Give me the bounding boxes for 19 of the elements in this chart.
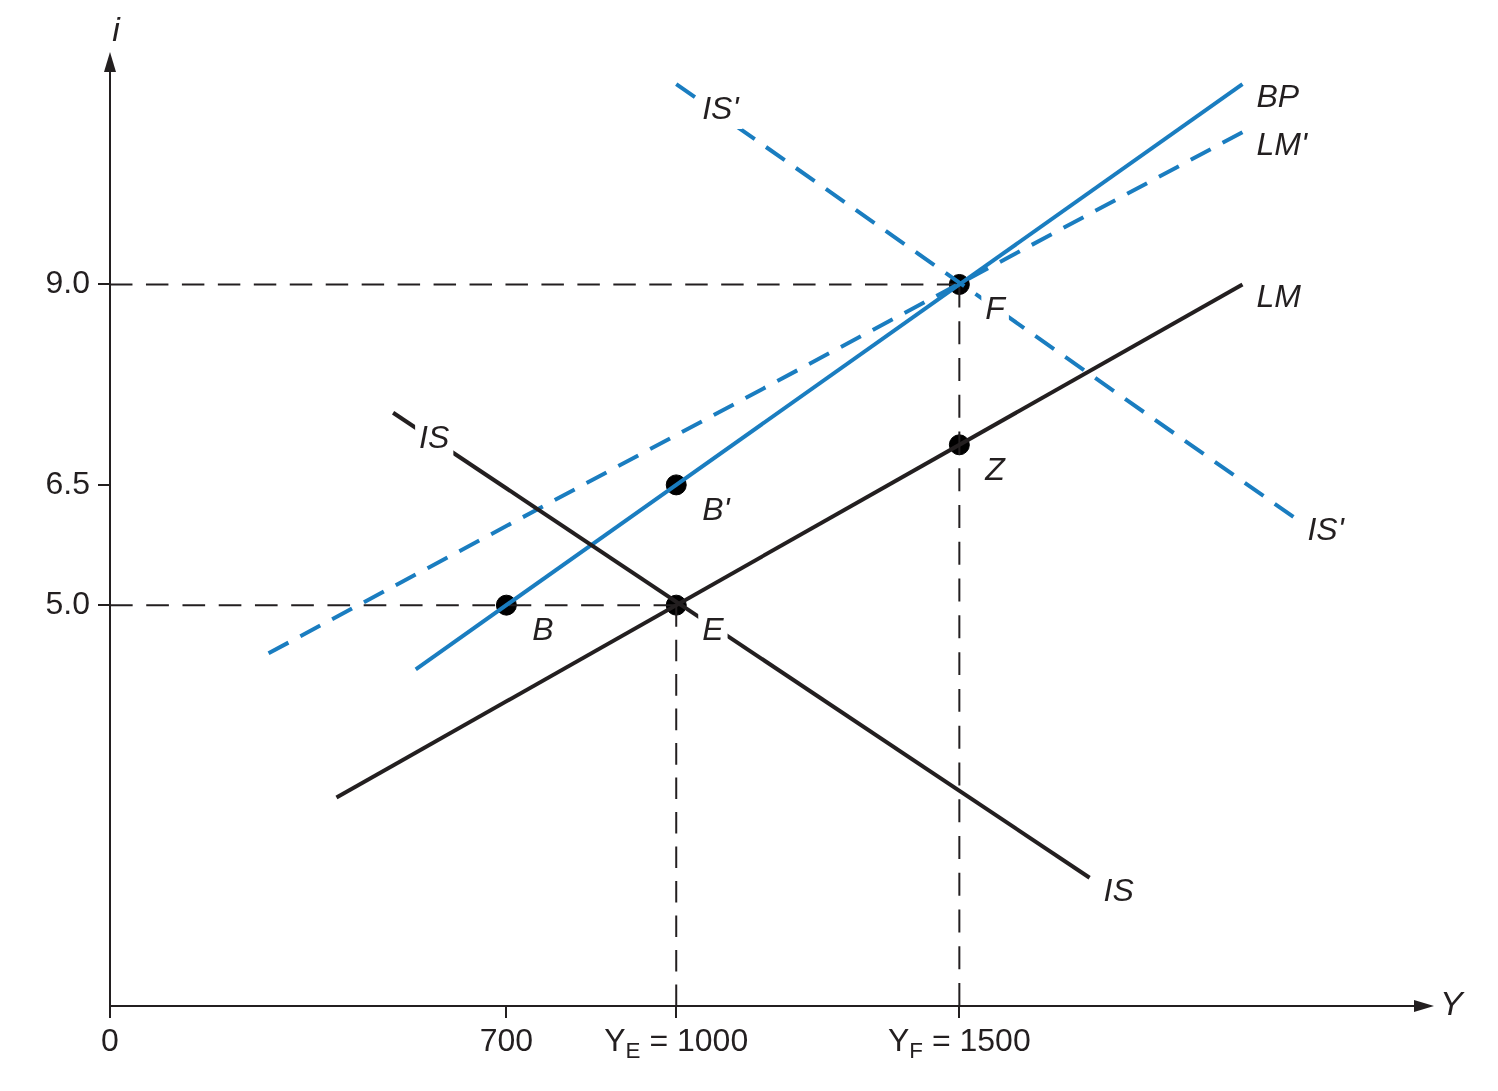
x-tick-label: 700: [479, 1021, 534, 1058]
x-tick-label: 0: [101, 1021, 119, 1058]
annotation: IS': [702, 89, 741, 126]
annotation: B': [702, 490, 732, 527]
series-label: LM: [1256, 278, 1302, 315]
series-label: BP: [1256, 77, 1300, 114]
series-label: LM': [1256, 126, 1309, 163]
annotation: E: [702, 611, 725, 648]
y-tick-label: 5.0: [45, 584, 90, 621]
y-tick-label: 6.5: [45, 464, 90, 501]
series-label: IS': [1307, 510, 1346, 547]
annotation: F: [985, 290, 1008, 327]
annotation: Z: [984, 450, 1007, 487]
series-label: IS: [1103, 871, 1134, 908]
y-tick-label: 9.0: [45, 264, 90, 301]
annotation: IS: [419, 418, 450, 455]
y-axis-title: i: [112, 10, 122, 49]
x-axis-title: Y: [1440, 984, 1465, 1023]
annotation: B: [532, 611, 554, 648]
